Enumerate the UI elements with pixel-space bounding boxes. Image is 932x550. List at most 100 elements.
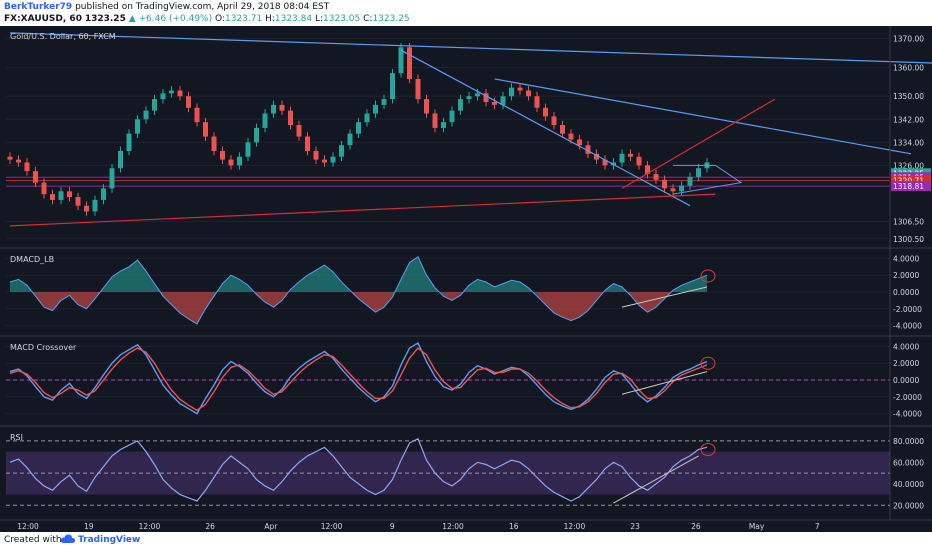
dmacd-area-segment: [78, 292, 87, 309]
candle-body: [483, 93, 489, 102]
dmacd-area-segment: [520, 281, 529, 292]
trading-chart[interactable]: 1370.00 1360.00 1350.00 1342.00 1334.00 1326.…: [0, 26, 932, 532]
dmacd-tick-label: -2.0000: [893, 305, 922, 314]
candle-body: [92, 199, 98, 212]
dmacd-area-segment: [10, 279, 19, 292]
dmacd-area-segment: [163, 292, 172, 305]
candle-body: [509, 87, 514, 97]
candle-body: [84, 205, 89, 212]
macd-line: [9, 342, 708, 415]
dmacd-tick-label: 0.0000: [893, 288, 919, 297]
dmacd-area-segment: [469, 279, 478, 292]
triangle-pattern: [672, 164, 743, 195]
candle-body: [50, 194, 55, 200]
candle-body: [398, 47, 404, 74]
candle-body: [628, 153, 633, 157]
dmacd-area-segment: [426, 275, 435, 292]
dmacd-area-segment: [129, 260, 138, 292]
dmacd-area-segment: [409, 256, 418, 292]
dmacd-area-segment: [171, 292, 180, 313]
dmacd-area-segment: [35, 292, 44, 308]
dmacd-area-segment: [571, 292, 580, 321]
published-text: published on TradingView.com, April 29, …: [75, 2, 330, 12]
candle-body: [594, 153, 599, 160]
price-tick-label: 1350.00: [893, 92, 924, 101]
candle-body: [696, 168, 701, 177]
candle-body: [271, 104, 276, 114]
candle-body: [245, 142, 251, 157]
rsi-pane-title: RSI: [10, 433, 23, 442]
highlight-circle: [700, 442, 716, 456]
highlight-circle: [700, 356, 716, 370]
low-value: 1323.05: [323, 14, 361, 24]
candle-body: [517, 87, 523, 91]
change-up-icon: ▲: [128, 14, 136, 24]
candle-body: [254, 127, 259, 143]
candle-body: [475, 93, 480, 97]
tradingview-brand-link[interactable]: TradingView: [78, 535, 141, 545]
candle-body: [670, 188, 676, 192]
dmacd-tick-label: 4.0000: [893, 254, 919, 263]
candle-body: [339, 145, 344, 157]
candle-body: [347, 133, 353, 146]
time-axis[interactable]: 12:00 19 12:00 26 Apr 12:00 9 12:00 16 12:00 23 26 M…: [17, 522, 820, 531]
candle-body: [577, 139, 582, 146]
symbol-label[interactable]: FX:XAUUSD, 60: [4, 14, 82, 24]
close-label: C:: [363, 14, 373, 24]
candle-body: [407, 47, 412, 79]
candle-body: [373, 104, 378, 114]
candle-body: [143, 110, 149, 120]
dmacd-area-segment: [452, 292, 461, 301]
candle-body: [186, 96, 191, 108]
dmacd-pane[interactable]: 4.0000 2.0000 0.0000 -2.0000 -4.0000: [6, 254, 922, 331]
candle-body: [296, 125, 302, 137]
dmacd-area-segment: [188, 292, 197, 324]
time-tick-label: 12:00: [17, 522, 39, 531]
open-label: O:: [215, 14, 225, 24]
time-tick-label: 12:00: [442, 522, 464, 531]
dmacd-area-segment: [477, 279, 486, 292]
price-tick-label: 1300.50: [893, 235, 924, 244]
candle-body: [653, 174, 659, 180]
price-pane[interactable]: 1370.00 1360.00 1350.00 1342.00 1334.00 1326.…: [6, 32, 932, 244]
macd-crossover-pane[interactable]: 4.0000 2.0000 0.0000 -2.0000 -4.0000: [6, 342, 922, 419]
candle-body: [237, 156, 242, 166]
dmacd-area-segment: [511, 280, 520, 292]
dmacd-area-segment: [222, 275, 231, 292]
candle-body: [67, 191, 72, 198]
blue-trendline: [9, 32, 932, 64]
open-value: 1323.71: [224, 14, 263, 24]
rsi-tick-label: 60.0000: [893, 458, 924, 467]
candle-body: [585, 145, 591, 154]
high-value: 1323.84: [274, 14, 313, 24]
candle-body: [313, 150, 319, 160]
candle-body: [41, 182, 47, 195]
blue-trendline: [494, 78, 912, 155]
rsi-pane[interactable]: 80.0000 60.0000 40.0000 20.0000: [6, 437, 924, 510]
candle-body: [602, 159, 608, 166]
price-pane-title: Gold/U.S. Dollar, 60, FXCM: [10, 32, 116, 41]
time-tick-label: 12:00: [321, 522, 343, 531]
rsi-tick-label: 40.0000: [893, 480, 924, 489]
candle-body: [58, 191, 64, 200]
dmacd-area-segment: [120, 266, 129, 292]
candle-body: [152, 99, 157, 111]
candle-body: [135, 119, 140, 134]
candle-body: [390, 73, 395, 100]
dmacd-area-segment: [205, 292, 214, 309]
price-tick-label: 1370.00: [893, 35, 924, 44]
candle-body: [330, 156, 336, 163]
macd-pane-title: MACD Crossover: [10, 343, 77, 352]
dmacd-area-segment: [333, 271, 342, 292]
tradingview-cloud-icon: [60, 534, 76, 543]
divergence-line: [621, 286, 708, 308]
dmacd-area-segment: [656, 292, 665, 308]
dmacd-area-segment: [494, 283, 503, 292]
price-change: +6.46 (+0.49%): [138, 14, 213, 24]
dmacd-area-segment: [375, 292, 384, 313]
author-link[interactable]: BerkTurker79: [4, 2, 73, 12]
time-tick-label: 23: [630, 522, 640, 531]
candle-body: [636, 156, 642, 166]
candle-body: [75, 197, 81, 206]
dmacd-tick-label: 2.0000: [893, 271, 919, 280]
